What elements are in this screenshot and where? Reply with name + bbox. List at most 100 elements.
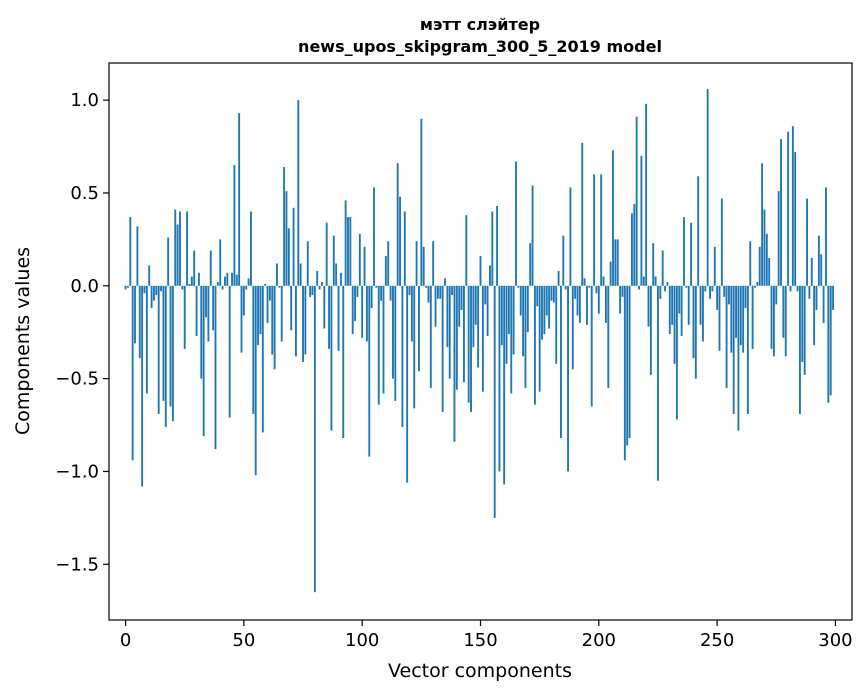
bar	[692, 285, 695, 359]
bar	[531, 185, 534, 286]
bar	[474, 285, 477, 325]
bar	[512, 285, 515, 355]
bar	[294, 285, 297, 357]
bar	[252, 285, 255, 414]
bar	[143, 285, 146, 294]
bar	[754, 285, 756, 288]
bar	[311, 285, 314, 296]
bar	[351, 285, 354, 335]
bar	[375, 285, 378, 288]
bar	[626, 285, 629, 446]
bar	[557, 270, 560, 286]
bar	[432, 241, 435, 286]
bar	[496, 205, 499, 286]
chart-subtitle: news_upos_skipgram_300_5_2019 model	[298, 37, 662, 56]
bar	[633, 204, 636, 286]
bar	[460, 285, 463, 310]
bar	[136, 226, 139, 286]
bar	[595, 285, 598, 294]
bar	[273, 285, 276, 370]
bar	[794, 152, 797, 286]
bar	[276, 263, 278, 286]
bar	[174, 209, 177, 286]
bar	[188, 283, 191, 286]
x-tick-label: 0	[120, 630, 131, 651]
bar	[434, 285, 437, 327]
bar	[347, 217, 349, 286]
bar	[768, 257, 771, 286]
bar	[261, 285, 264, 433]
bar	[649, 285, 652, 375]
bar	[791, 126, 794, 286]
bar	[342, 285, 345, 439]
bar	[153, 285, 155, 301]
bar	[576, 285, 579, 316]
bar	[368, 285, 371, 457]
bar	[827, 285, 830, 403]
bar	[683, 217, 685, 286]
bar	[259, 285, 262, 335]
bar	[799, 285, 801, 414]
bar	[711, 285, 714, 292]
bar	[264, 283, 267, 286]
bar	[209, 250, 212, 286]
bar	[825, 187, 827, 286]
bar	[687, 285, 690, 325]
bar	[363, 246, 366, 286]
bar	[673, 285, 676, 364]
bar	[365, 285, 368, 342]
bar	[358, 233, 361, 286]
bar	[581, 142, 584, 286]
bar	[179, 211, 181, 286]
bar	[735, 285, 737, 338]
bar	[328, 285, 330, 349]
bar	[157, 285, 160, 414]
bar	[614, 239, 617, 286]
bar	[382, 285, 385, 394]
bar	[541, 285, 543, 340]
bar	[214, 285, 217, 450]
bar	[552, 285, 555, 303]
bar	[141, 285, 144, 487]
bar	[323, 285, 326, 329]
bar	[406, 285, 409, 483]
bar	[422, 246, 425, 286]
bar	[245, 285, 248, 290]
bar	[389, 285, 392, 301]
bar	[664, 285, 667, 292]
bar	[155, 285, 158, 296]
bar	[216, 282, 219, 286]
bar	[813, 285, 816, 346]
bar	[697, 176, 700, 286]
bar	[202, 285, 205, 437]
bar	[685, 285, 688, 288]
bar	[533, 285, 536, 405]
bar	[339, 272, 342, 286]
bar	[630, 213, 633, 286]
x-tick-label: 250	[700, 630, 734, 651]
bar	[162, 285, 165, 401]
bar	[503, 285, 506, 485]
y-axis-ticks: −1.5 −1.0 −0.5 0.0 0.5 1.0	[55, 90, 109, 575]
bar	[493, 285, 496, 518]
bar	[484, 285, 487, 305]
bar	[446, 285, 449, 348]
bar	[455, 285, 458, 390]
bar	[569, 187, 572, 286]
bar	[720, 198, 723, 286]
bar	[543, 285, 546, 335]
bar	[510, 285, 513, 394]
bar	[832, 285, 835, 310]
chart-title: мэтт слэйтер	[420, 15, 540, 34]
y-tick-label: 1.0	[70, 90, 99, 111]
bar	[200, 285, 203, 379]
bar	[250, 211, 252, 286]
bar	[193, 250, 196, 286]
bar	[668, 285, 671, 335]
bar	[725, 285, 728, 388]
bar	[822, 285, 825, 323]
bar	[138, 285, 141, 359]
bar	[590, 285, 593, 407]
bar	[207, 285, 210, 342]
